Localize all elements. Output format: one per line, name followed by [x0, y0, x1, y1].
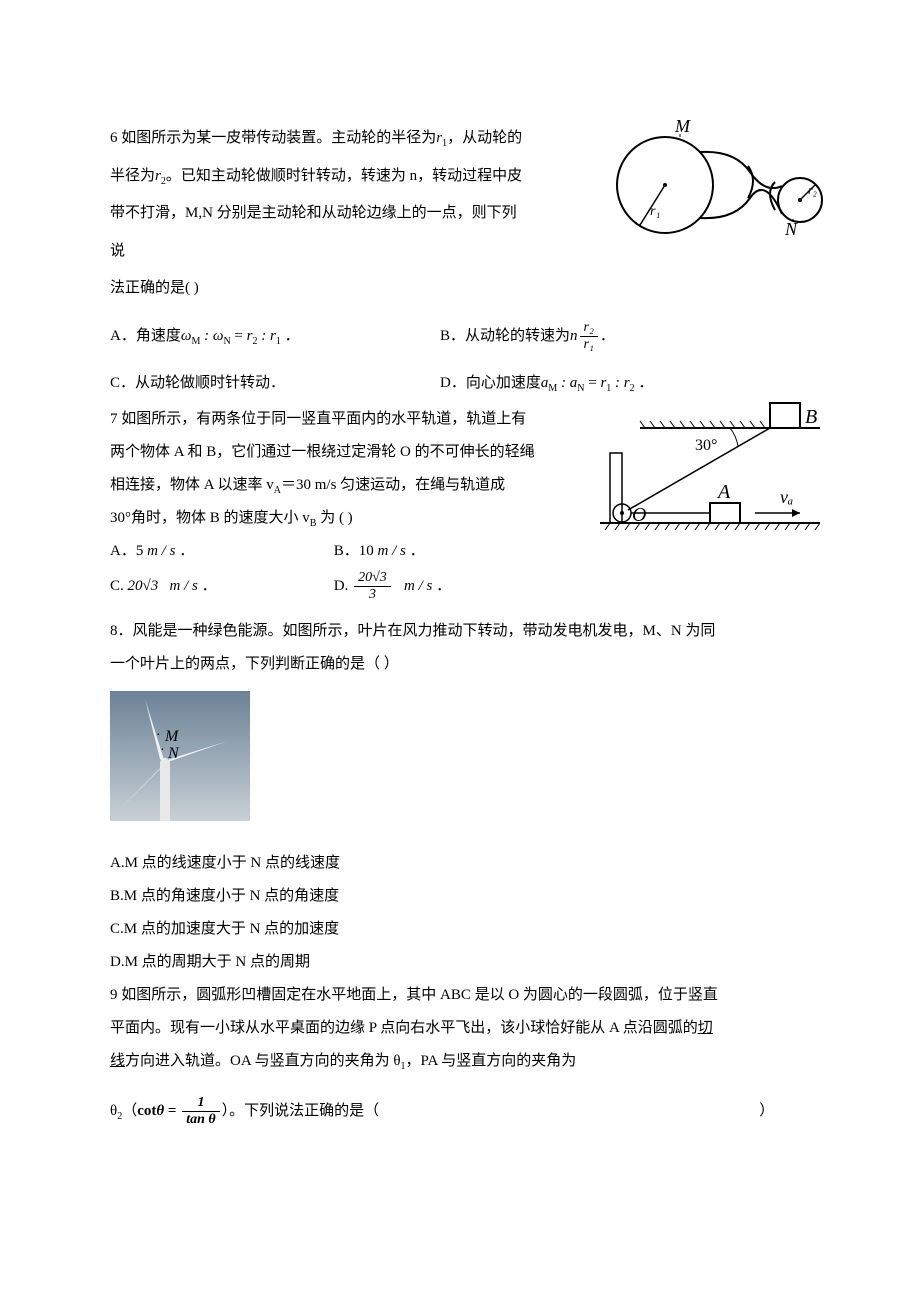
- q8-option-C: C.M 点的加速度大于 N 点的加速度: [110, 913, 810, 946]
- q7-diagram: B 30° O A v: [580, 393, 820, 559]
- q9-line-4: θ2（cotθ = 1tan θ）。下列说法正确的是（）: [110, 1093, 810, 1131]
- q8-option-A: A.M 点的线速度小于 N 点的线速度: [110, 847, 810, 880]
- page-container: M r₁ N r₂ 6 如图所示为某一皮带传动装置。主动轮的半径为r1，从动轮的…: [0, 0, 920, 1190]
- q6-label-N: N: [784, 219, 798, 239]
- q6-option-A: A．角速度ωM : ωN = r2 : r1 ．: [110, 318, 440, 356]
- question-6: M r₁ N r₂ 6 如图所示为某一皮带传动装置。主动轮的半径为r1，从动轮的…: [110, 120, 810, 403]
- q7-option-B: B．10 m / s ．: [334, 543, 425, 559]
- svg-text:·: ·: [156, 728, 161, 743]
- q7-line-3: 相连接，物体 A 以速率 vA＝30 m/s 匀速运动，在绳与轨道成: [110, 469, 570, 502]
- q6-intro-3: 带不打滑，M,N 分别是主动轮和从动轮边缘上的一点，则下列说: [110, 195, 530, 270]
- q7-text: 7 如图所示，有两条位于同一竖直平面内的水平轨道，轨道上有 两个物体 A 和 B…: [110, 403, 570, 535]
- q7-line-1: 7 如图所示，有两条位于同一竖直平面内的水平轨道，轨道上有: [110, 403, 570, 436]
- q7-label-angle: 30°: [695, 437, 717, 454]
- question-8: 8．风能是一种绿色能源。如图所示，叶片在风力推动下转动，带动发电机发电，M、N …: [110, 615, 810, 979]
- q8-image: M · N ·: [110, 691, 810, 837]
- q8-option-D: D.M 点的周期大于 N 点的周期: [110, 946, 810, 979]
- q6-options-row1: A．角速度ωM : ωN = r2 : r1 ． B．从动轮的转速为nr₂r₁．: [110, 318, 810, 356]
- q8-label-N: N: [167, 745, 180, 762]
- q6-option-C: C．从动轮做顺时针转动．: [110, 365, 440, 403]
- q6-label-M: M: [674, 120, 691, 136]
- q8-label-M: M: [164, 728, 180, 745]
- q6-intro-1: 6 如图所示为某一皮带传动装置。主动轮的半径为: [110, 130, 436, 146]
- q7-label-vA: vₐ: [780, 487, 793, 507]
- q9-line-1: 9 如图所示，圆弧形凹槽固定在水平地面上，其中 ABC 是以 O 为圆心的一段圆…: [110, 979, 810, 1012]
- q6-option-B: B．从动轮的转速为nr₂r₁．: [440, 318, 810, 356]
- q7-line-2: 两个物体 A 和 B，它们通过一根绕过定滑轮 O 的不可伸长的轻绳: [110, 436, 570, 469]
- q7-line-4: 30°角时，物体 B 的速度大小 vB 为 ( ): [110, 502, 570, 535]
- q6-label-r2: r₂: [808, 183, 817, 197]
- question-7: B 30° O A v: [110, 403, 810, 606]
- q8-option-B: B.M 点的角速度小于 N 点的角速度: [110, 880, 810, 913]
- q8-line-1: 8．风能是一种绿色能源。如图所示，叶片在风力推动下转动，带动发电机发电，M、N …: [110, 615, 810, 648]
- q6-intro-4: 法正确的是( ): [110, 270, 530, 308]
- q9-line-3: 线方向进入轨道。OA 与竖直方向的夹角为 θ1，PA 与竖直方向的夹角为: [110, 1045, 810, 1078]
- q6-diagram: M r₁ N r₂: [600, 120, 830, 256]
- q8-line-2: 一个叶片上的两点，下列判断正确的是（ ）: [110, 648, 810, 681]
- q7-label-A: A: [716, 481, 731, 503]
- q9-line-2: 平面内。现有一小球从水平桌面的边缘 P 点向右水平飞出，该小球恰好能从 A 点沿…: [110, 1012, 810, 1045]
- question-9: 9 如图所示，圆弧形凹槽固定在水平地面上，其中 ABC 是以 O 为圆心的一段圆…: [110, 979, 810, 1131]
- q7-options-row2: C. 20√3 m / s ． D. 20√33 m / s ．: [110, 568, 810, 606]
- q6-text: 6 如图所示为某一皮带传动装置。主动轮的半径为r1，从动轮的 半径为r2。已知主…: [110, 120, 530, 308]
- q7-option-C: C. 20√3 m / s ．: [110, 568, 330, 606]
- svg-text:·: ·: [160, 743, 165, 758]
- q7-option-A: A．5 m / s ．: [110, 535, 330, 568]
- q7-label-B: B: [805, 406, 817, 428]
- q6-label-r1: r₁: [650, 204, 660, 219]
- q7-option-D: D. 20√33 m / s ．: [334, 578, 451, 594]
